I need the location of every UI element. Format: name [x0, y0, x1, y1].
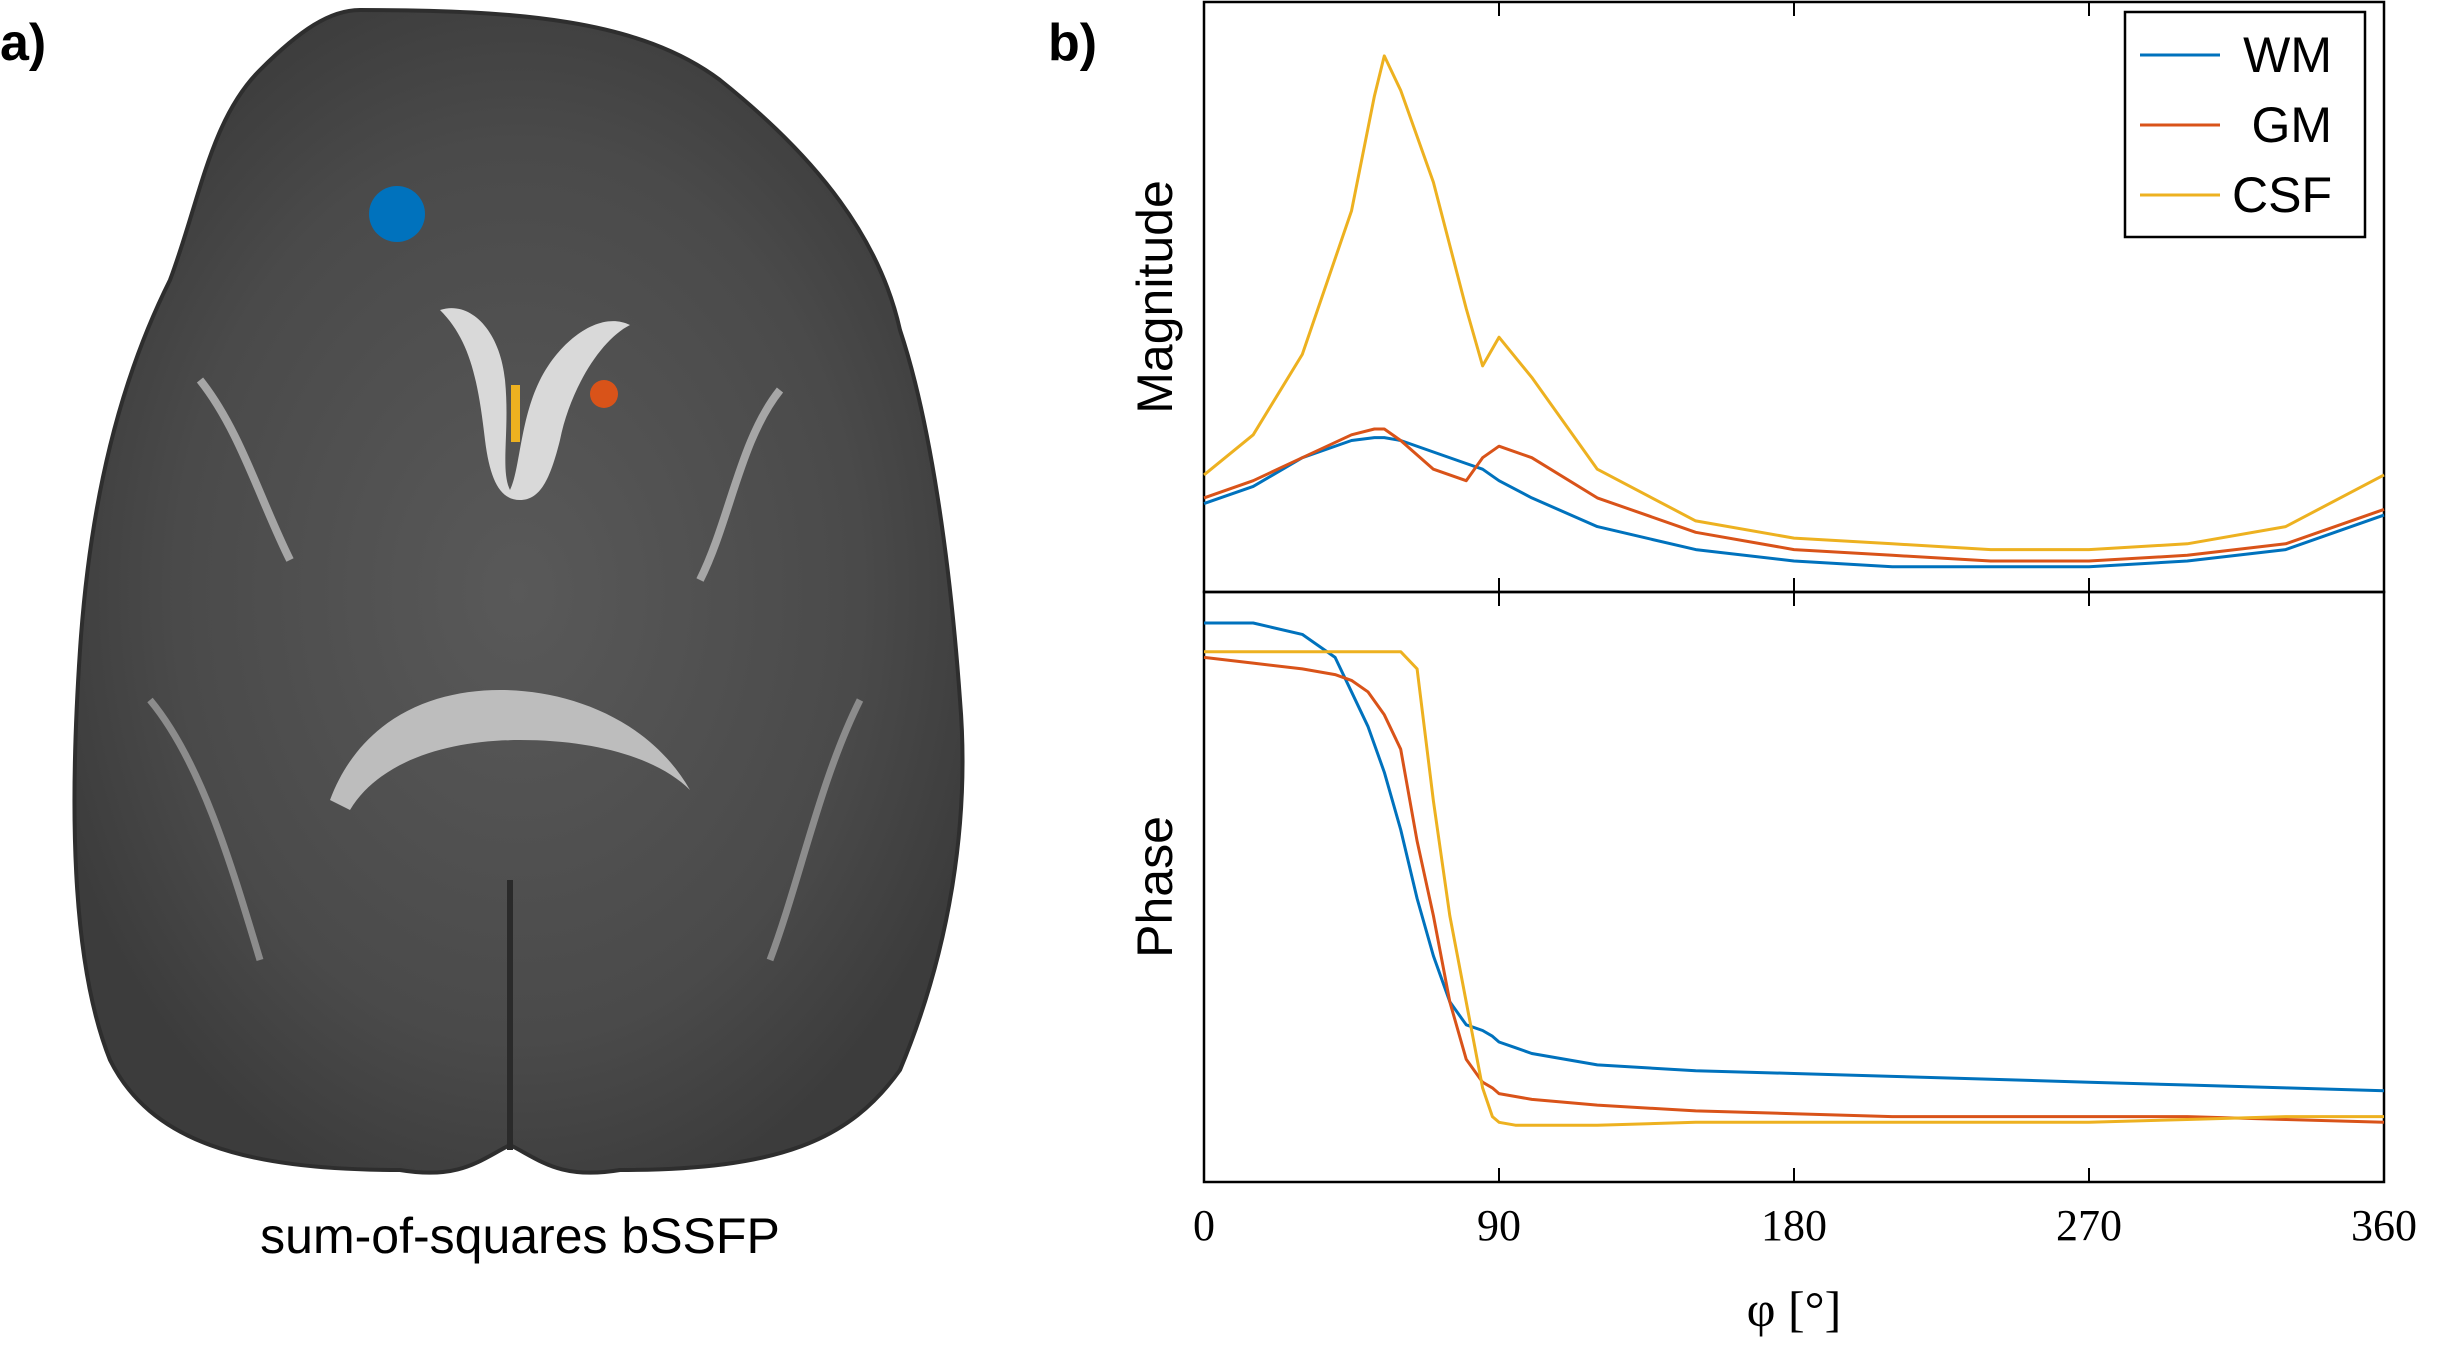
legend-label-wm: WM [2243, 27, 2332, 83]
vessel-2 [696, 387, 784, 582]
magnitude-series-gm [1203, 427, 2385, 563]
phase-series-wm [1204, 621, 2385, 1093]
panel-b-label: b) [1048, 14, 1097, 72]
magnitude-series-wm [1203, 436, 2385, 569]
x-tick-label-0: 0 [1193, 1201, 1215, 1250]
phase-series-csf [1204, 650, 2384, 1127]
magnitude-ylabel: Magnitude [1127, 180, 1183, 414]
legend-entries-group: WM GM CSF [2140, 27, 2332, 223]
magnitude-subplot: Magnitude [1127, 0, 2386, 594]
brain-outline [72, 7, 965, 1175]
x-tick-label-180: 180 [1761, 1201, 1827, 1250]
vessel-4 [766, 698, 864, 962]
lateral-ventricles [440, 308, 630, 500]
x-tick-label-270: 270 [2056, 1201, 2122, 1250]
phase-axes-box [1202, 590, 2386, 1184]
legend-label-gm: GM [2251, 97, 2332, 153]
panel-a-label: a) [0, 14, 46, 72]
panel-a-caption: sum-of-squares bSSFP [260, 1208, 780, 1264]
x-tick-label-360: 360 [2351, 1201, 2417, 1250]
magnitude-series-csf [1203, 54, 2385, 552]
magnitude-series-group [1203, 2, 2385, 592]
legend: WM GM CSF [2123, 10, 2367, 239]
phase-subplot: Phase [1127, 590, 2386, 1184]
brain-image [72, 7, 965, 1175]
phase-series-gm [1203, 655, 2385, 1124]
roi-gm-marker [590, 380, 618, 408]
roi-csf-marker [511, 385, 520, 442]
phase-ylabel: Phase [1127, 816, 1183, 958]
phase-series-group [1203, 592, 2385, 1182]
vessel-1 [196, 377, 294, 562]
x-axis: 0 90 180 270 360 φ [°] [1193, 1201, 2417, 1337]
legend-label-csf: CSF [2232, 167, 2332, 223]
x-axis-label: φ [°] [1747, 1281, 1842, 1337]
posterior-structure [330, 690, 690, 810]
roi-wm-marker [369, 186, 425, 242]
x-ticks-group: 0 90 180 270 360 [1193, 1201, 2417, 1250]
vessel-3 [147, 697, 264, 962]
x-tick-label-90: 90 [1477, 1201, 1521, 1250]
